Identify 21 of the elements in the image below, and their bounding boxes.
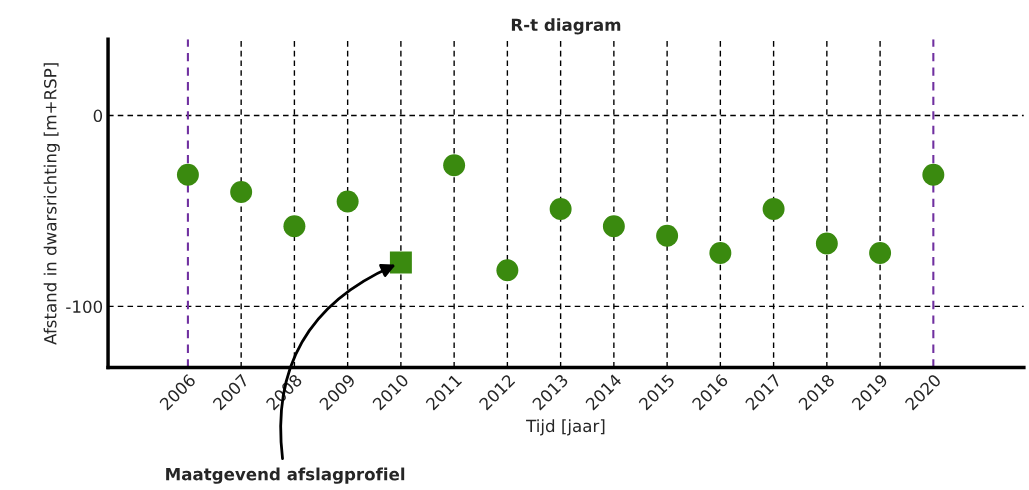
point [869, 242, 892, 264]
point [389, 251, 412, 274]
point [336, 190, 359, 213]
point [922, 163, 945, 186]
point [176, 163, 199, 186]
point [496, 259, 519, 282]
y-axis-title: Afstand in dwarsrichting [m+RSP] [43, 63, 60, 345]
x-axis-title: Tijd [jaar] [526, 419, 605, 436]
point [656, 224, 679, 247]
point [602, 215, 625, 238]
annotation: Maatgevend afslagprofiel [166, 467, 405, 484]
point [549, 198, 572, 221]
point [815, 232, 838, 255]
y-tick-label: -100 [66, 300, 103, 313]
point [709, 242, 732, 264]
point [443, 154, 466, 177]
point [762, 198, 785, 221]
point [283, 215, 306, 238]
y-tick-label: 0 [93, 109, 103, 123]
chart-title: R-t diagram [511, 18, 621, 35]
point [230, 180, 253, 203]
